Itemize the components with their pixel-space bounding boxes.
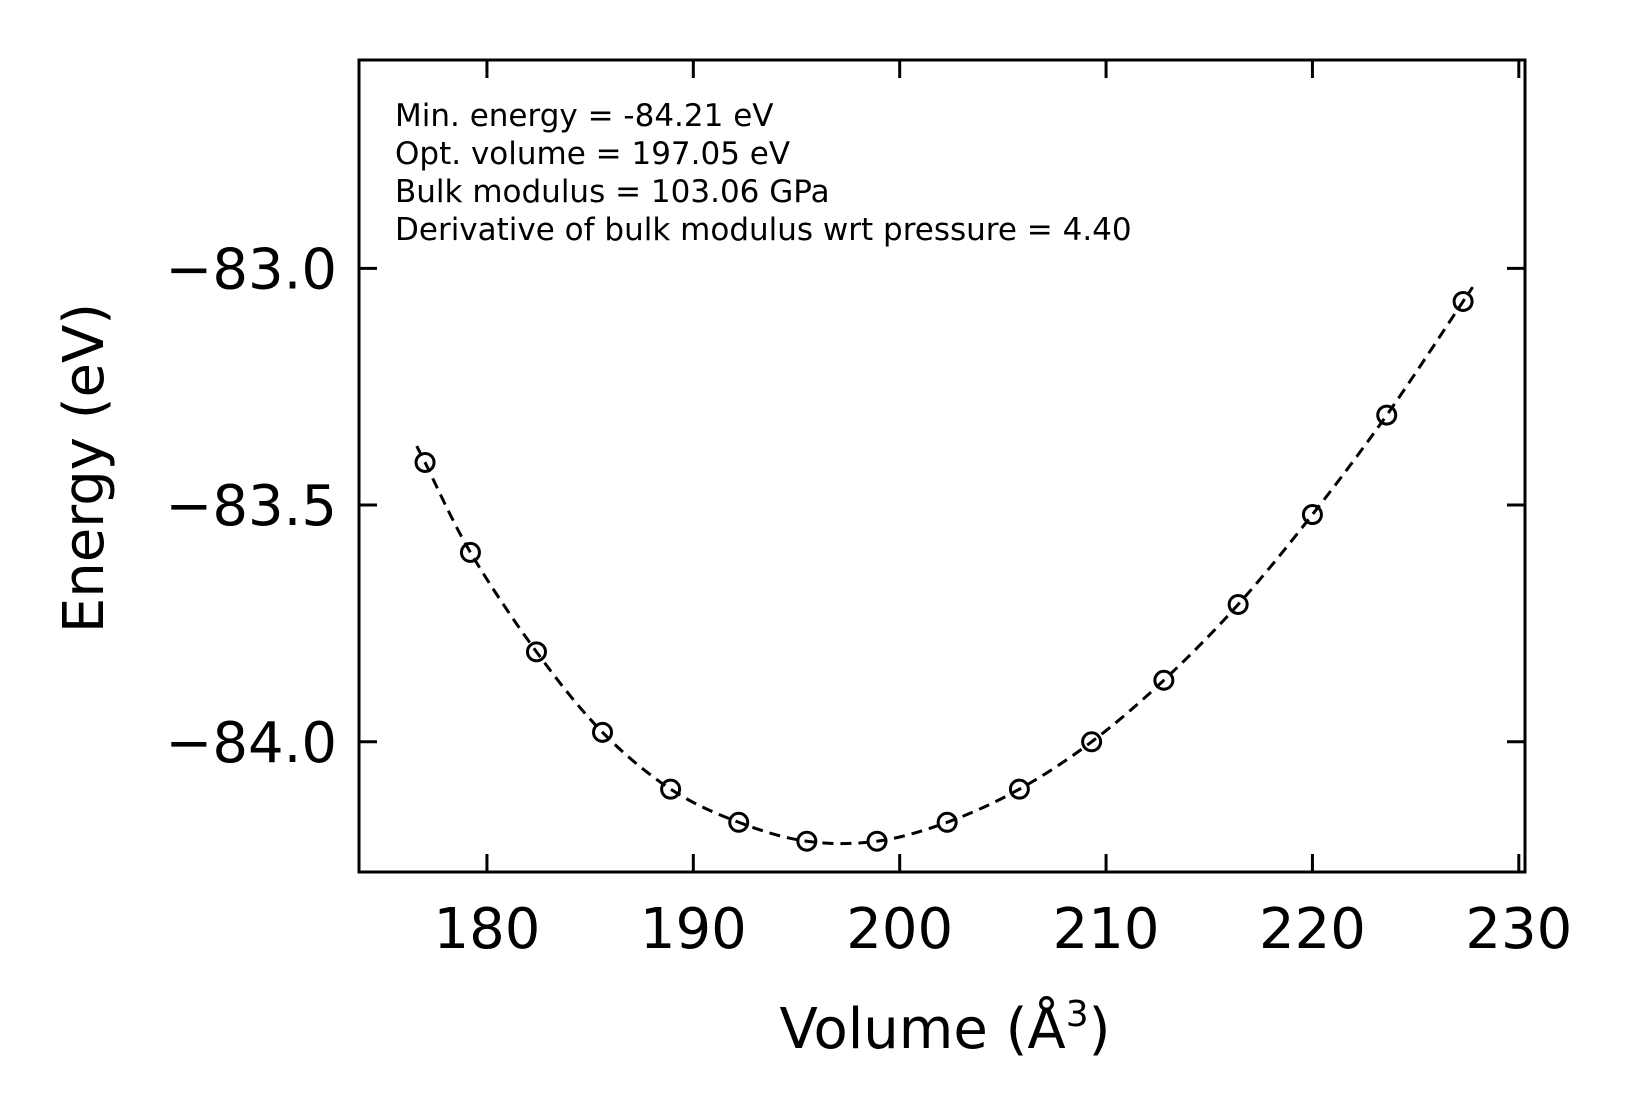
x-axis-label-close: )	[1089, 997, 1111, 1062]
data-point	[1081, 731, 1103, 753]
plot-frame	[357, 58, 1527, 874]
data-point	[728, 811, 750, 833]
data-point	[459, 541, 481, 563]
data-point	[1301, 504, 1323, 526]
y-axis-label: Energy (eV)	[52, 303, 117, 633]
data-point	[1227, 593, 1249, 615]
annotation-bulk-modulus: Bulk modulus = 103.06 GPa	[395, 174, 830, 210]
data-point	[796, 830, 818, 852]
x-axis-label-main: Volume (Å	[780, 996, 1066, 1062]
annotation-box: Min. energy = -84.21 eV Opt. volume = 19…	[395, 98, 1132, 248]
y-tick-label: −84.0	[165, 711, 337, 776]
y-tick-label: −83.0	[165, 237, 337, 302]
x-tick-label: 230	[1465, 897, 1572, 962]
x-tick-label: 220	[1259, 897, 1366, 962]
data-point	[525, 641, 547, 663]
x-axis-label: Volume (Å3)	[780, 994, 1111, 1062]
ticks-layer: 180 190 200 210 220 230 −84.0 −83.5 −83.0	[165, 60, 1572, 962]
data-point	[1452, 290, 1474, 312]
data-point	[660, 778, 682, 800]
data-point	[1376, 404, 1398, 426]
annotation-opt-volume: Opt. volume = 197.05 eV	[395, 136, 790, 172]
x-tick-label: 210	[1053, 897, 1160, 962]
x-tick-label: 190	[640, 897, 747, 962]
data-point	[1153, 669, 1175, 691]
y-tick-label: −83.5	[165, 474, 337, 539]
annotation-bulk-modulus-derivative: Derivative of bulk modulus wrt pressure …	[395, 212, 1132, 248]
x-tick-label: 180	[434, 897, 541, 962]
data-point	[414, 451, 436, 473]
data-point	[592, 721, 614, 743]
x-axis-label-superscript: 3	[1066, 994, 1089, 1035]
annotation-min-energy: Min. energy = -84.21 eV	[395, 98, 773, 134]
x-tick-label: 200	[846, 897, 953, 962]
data-point	[866, 830, 888, 852]
fit-line	[415, 286, 1474, 846]
data-markers-layer	[414, 290, 1474, 852]
data-point	[936, 811, 958, 833]
data-point	[1008, 778, 1030, 800]
fit-curve-layer	[415, 286, 1474, 846]
